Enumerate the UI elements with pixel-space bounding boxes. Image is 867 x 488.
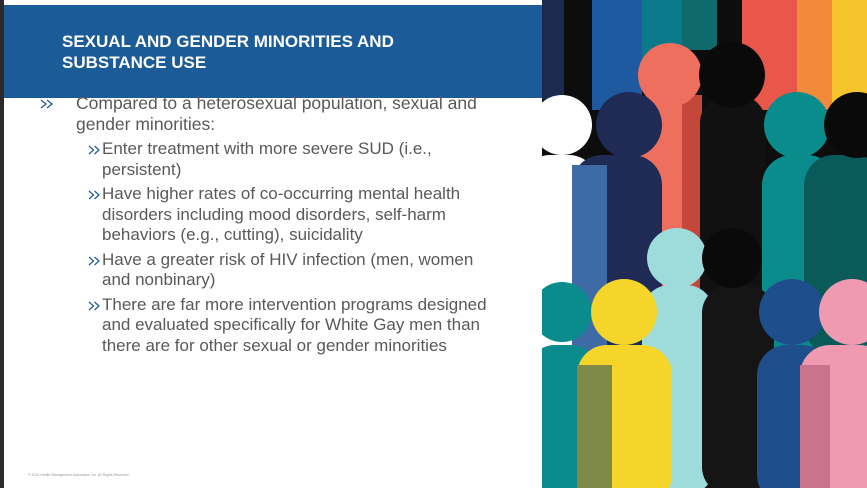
bullet-list: Compared to a heterosexual population, s… — [40, 93, 510, 356]
bullet: Compared to a heterosexual population, s… — [40, 93, 510, 135]
sub-bullet: Have higher rates of co-occurring mental… — [88, 184, 492, 246]
sub-bullet-text: Have higher rates of co-occurring mental… — [102, 184, 460, 244]
header-band: SEXUAL AND GENDER MINORITIES AND SUBSTAN… — [4, 5, 542, 98]
bullet-icon — [88, 301, 102, 311]
bullet-icon — [40, 99, 56, 109]
illustration — [542, 0, 867, 488]
title: SEXUAL AND GENDER MINORITIES AND SUBSTAN… — [62, 31, 482, 73]
sub-bullet: There are far more intervention programs… — [88, 295, 492, 357]
bullet-icon — [88, 256, 102, 266]
sub-bullet: Enter treatment with more severe SUD (i.… — [88, 139, 492, 180]
bullet-icon — [88, 190, 102, 200]
sub-bullet: Have a greater risk of HIV infection (me… — [88, 250, 492, 291]
slide: SEXUAL AND GENDER MINORITIES AND SUBSTAN… — [0, 0, 867, 488]
bullet-text: Compared to a heterosexual population, s… — [76, 93, 477, 134]
bullet-icon — [88, 145, 102, 155]
sub-bullet-text: There are far more intervention programs… — [102, 295, 487, 355]
sub-bullet-text: Have a greater risk of HIV infection (me… — [102, 250, 473, 290]
footer: © 2024 Health Management Associates, Inc… — [28, 473, 130, 477]
sub-bullet-text: Enter treatment with more severe SUD (i.… — [102, 139, 432, 179]
